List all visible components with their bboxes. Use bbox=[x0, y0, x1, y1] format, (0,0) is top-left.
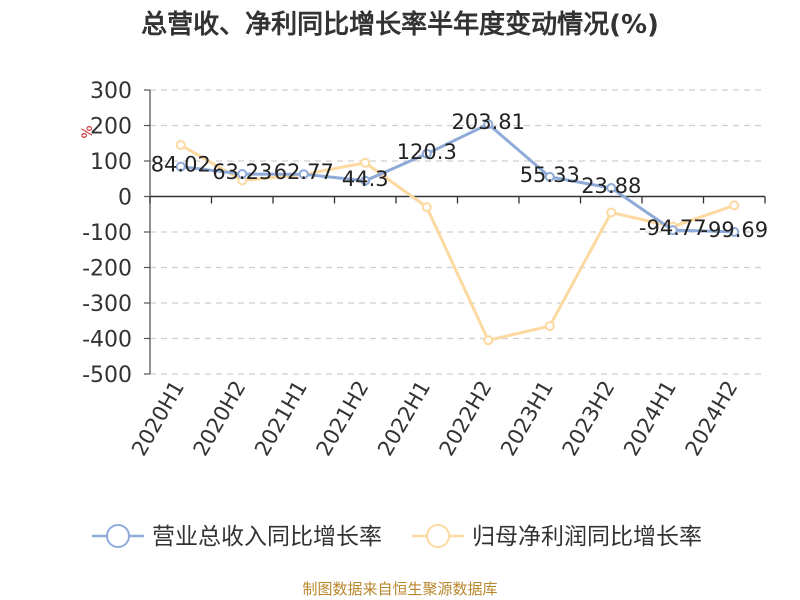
data-point bbox=[544, 171, 555, 182]
series-line bbox=[180, 143, 735, 342]
data-point bbox=[421, 148, 432, 159]
data-point bbox=[175, 140, 186, 151]
x-tick-label: 2021H1 bbox=[250, 377, 312, 461]
data-label: 62.77 bbox=[274, 160, 334, 184]
data-point bbox=[606, 207, 617, 218]
data-labels: 84.02 63.23 62.77 44.3 120.3 203.81 55.33 23.88… bbox=[151, 110, 768, 242]
series-lines bbox=[175, 119, 740, 346]
y-tick-label: -100 bbox=[82, 221, 132, 246]
x-tick-label: 2024H2 bbox=[680, 377, 742, 461]
data-label: 63.23 bbox=[212, 160, 272, 184]
x-tick-label: 2021H2 bbox=[311, 377, 373, 461]
y-tick-label: 0 bbox=[118, 186, 132, 211]
x-tick-label: 2020H1 bbox=[127, 377, 189, 461]
legend-marker bbox=[426, 524, 450, 548]
data-point bbox=[483, 119, 494, 130]
grid-lines bbox=[150, 89, 765, 375]
data-label: -99.69 bbox=[700, 218, 768, 242]
data-point bbox=[483, 335, 494, 346]
data-point bbox=[421, 202, 432, 213]
legend: 营业总收入同比增长率 归母净利润同比增长率 bbox=[92, 524, 702, 550]
data-point bbox=[175, 161, 186, 172]
y-tick-label: -400 bbox=[82, 328, 132, 353]
data-label: 23.88 bbox=[581, 174, 641, 198]
data-point bbox=[360, 175, 371, 186]
x-tick-label: 2020H2 bbox=[188, 377, 250, 461]
series-line bbox=[180, 122, 735, 234]
x-tick-label: 2023H2 bbox=[557, 377, 619, 461]
y-tick-label: -500 bbox=[82, 363, 132, 388]
y-tick-labels: 300 200 100 0 -100 -200 -300 -400 -500 bbox=[82, 79, 132, 388]
data-label: -94.77 bbox=[639, 216, 707, 240]
x-tick-labels: 2020H1 2020H2 2021H1 2021H2 2022H1 2022H2 2023… bbox=[127, 377, 743, 461]
y-tick-label: 200 bbox=[90, 115, 132, 140]
legend-label: 营业总收入同比增长率 bbox=[152, 524, 382, 550]
data-point bbox=[606, 183, 617, 194]
data-label: 120.3 bbox=[397, 140, 457, 164]
data-point bbox=[360, 157, 371, 168]
data-label: 84.02 bbox=[151, 153, 211, 177]
source-note: 制图数据来自恒生聚源数据库 bbox=[302, 580, 497, 598]
data-label: 203.81 bbox=[452, 110, 525, 134]
y-tick-label: 100 bbox=[90, 150, 132, 175]
y-tick-label: 300 bbox=[90, 79, 132, 104]
x-tick-label: 2023H1 bbox=[496, 377, 558, 461]
data-point bbox=[667, 225, 678, 236]
legend-label: 归母净利润同比增长率 bbox=[472, 524, 702, 550]
x-tick-label: 2022H2 bbox=[434, 377, 496, 461]
legend-marker bbox=[106, 524, 130, 548]
data-point bbox=[729, 226, 740, 237]
data-point bbox=[729, 200, 740, 211]
data-label: 55.33 bbox=[520, 163, 580, 187]
y-tick-label: -300 bbox=[82, 292, 132, 317]
data-point bbox=[298, 169, 309, 180]
data-label: 44.3 bbox=[342, 167, 389, 191]
data-point bbox=[237, 169, 248, 180]
y-tick-label: -200 bbox=[82, 257, 132, 282]
y-axis-unit: % bbox=[80, 125, 96, 138]
data-point bbox=[544, 321, 555, 332]
x-tick-label: 2024H1 bbox=[619, 377, 681, 461]
chart-title: 总营收、净利同比增长率半年度变动情况(%) bbox=[141, 9, 659, 40]
axes bbox=[144, 89, 766, 375]
x-tick-label: 2022H1 bbox=[373, 377, 435, 461]
